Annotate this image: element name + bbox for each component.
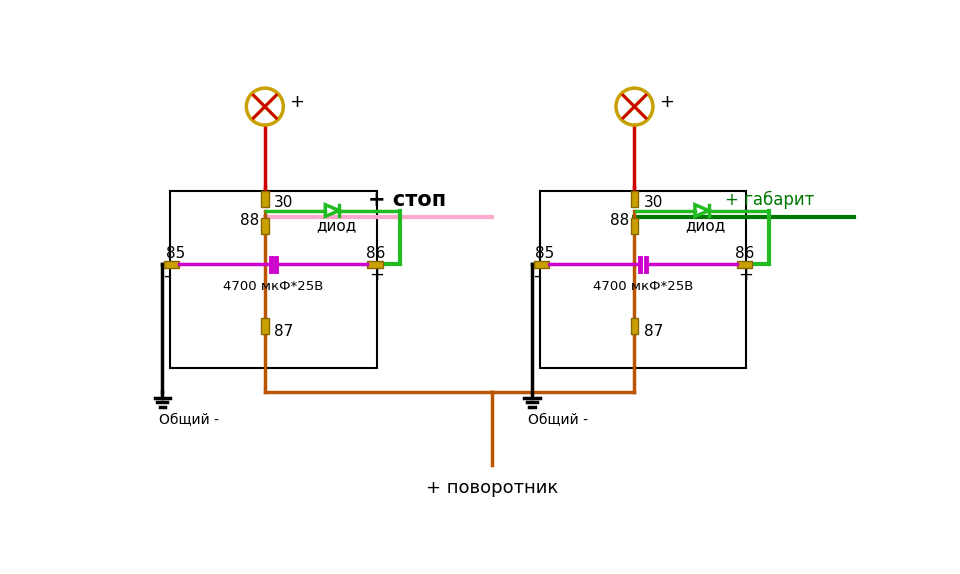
Bar <box>368 261 383 268</box>
Text: диод: диод <box>316 219 356 234</box>
Bar <box>170 191 376 369</box>
Text: 86: 86 <box>366 246 385 261</box>
Text: 85: 85 <box>535 246 554 261</box>
Text: 85: 85 <box>165 246 184 261</box>
Text: +: + <box>660 93 674 111</box>
Bar <box>631 191 638 207</box>
Bar <box>164 261 180 268</box>
Bar <box>540 191 746 369</box>
Text: 87: 87 <box>644 324 663 339</box>
Text: +: + <box>369 266 384 284</box>
Text: +: + <box>738 266 754 284</box>
Bar <box>261 319 269 333</box>
Bar <box>534 261 549 268</box>
Text: +: + <box>290 93 304 111</box>
Bar <box>737 261 753 268</box>
Bar <box>631 218 638 234</box>
Text: -: - <box>533 266 540 284</box>
Text: -: - <box>163 266 170 284</box>
Text: диод: диод <box>685 219 726 234</box>
Text: 87: 87 <box>275 324 294 339</box>
Text: + стоп: + стоп <box>369 190 446 210</box>
Text: Общий -: Общий - <box>528 413 588 427</box>
Text: 30: 30 <box>644 195 663 210</box>
Bar <box>261 191 269 207</box>
Text: + поворотник: + поворотник <box>426 479 558 497</box>
Text: 88: 88 <box>240 213 259 228</box>
Text: 86: 86 <box>735 246 755 261</box>
Text: Общий -: Общий - <box>158 413 219 427</box>
Bar <box>261 218 269 234</box>
Text: 4700 мкФ*25В: 4700 мкФ*25В <box>223 280 324 293</box>
Text: 4700 мкФ*25В: 4700 мкФ*25В <box>592 280 693 293</box>
Bar <box>631 319 638 333</box>
Text: 30: 30 <box>275 195 294 210</box>
Text: + габарит: + габарит <box>725 191 814 209</box>
Text: 88: 88 <box>610 213 629 228</box>
